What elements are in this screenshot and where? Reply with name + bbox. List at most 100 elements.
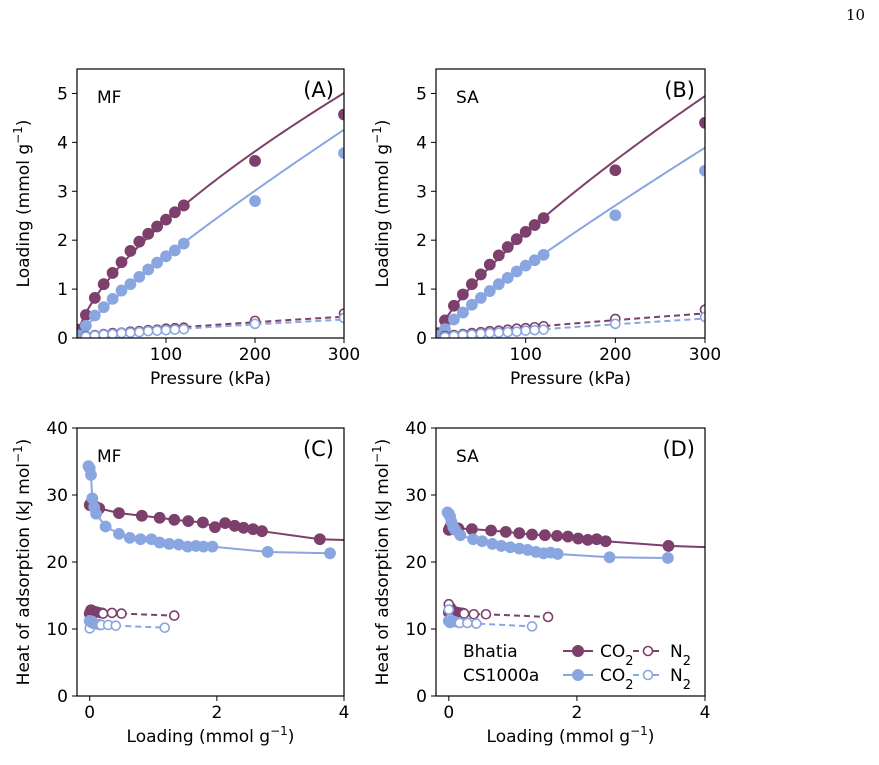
data-point bbox=[538, 529, 551, 542]
data-point bbox=[474, 291, 487, 304]
x-tick-label: 200 bbox=[599, 345, 631, 365]
data-point bbox=[483, 285, 496, 297]
series-4 bbox=[439, 311, 705, 338]
data-point bbox=[562, 530, 574, 543]
data-point bbox=[499, 525, 512, 538]
data-point bbox=[510, 233, 523, 246]
page-number: 10 bbox=[846, 6, 866, 24]
data-point bbox=[484, 327, 496, 338]
data-point bbox=[123, 531, 136, 544]
data-point bbox=[609, 209, 622, 222]
data-point bbox=[528, 219, 541, 231]
y-tick-label: 2 bbox=[57, 231, 68, 251]
data-point bbox=[169, 324, 181, 335]
data-point bbox=[159, 622, 171, 633]
panel-letter: (C) bbox=[303, 437, 334, 461]
data-point bbox=[113, 527, 125, 540]
data-point bbox=[151, 325, 163, 336]
data-point bbox=[160, 250, 172, 263]
data-point bbox=[501, 241, 514, 253]
data-point bbox=[110, 620, 122, 631]
series-1 bbox=[442, 521, 705, 552]
data-point bbox=[456, 288, 469, 301]
data-point bbox=[458, 608, 470, 619]
data-point bbox=[160, 324, 172, 336]
data-point bbox=[338, 147, 344, 160]
data-point bbox=[462, 617, 473, 629]
data-point bbox=[261, 546, 274, 558]
data-point bbox=[456, 306, 469, 319]
y-tick-label: 0 bbox=[416, 329, 427, 349]
plot-area bbox=[436, 95, 705, 338]
data-point bbox=[511, 326, 523, 337]
data-point bbox=[537, 248, 550, 261]
y-tick-label: 30 bbox=[46, 486, 68, 506]
panel-letter: (B) bbox=[664, 78, 695, 102]
data-point bbox=[106, 607, 118, 619]
x-axis-label: Loading (mmol g−1) bbox=[127, 724, 295, 747]
data-point bbox=[475, 328, 487, 338]
data-point bbox=[133, 270, 146, 283]
data-point bbox=[133, 235, 146, 248]
x-tick-label: 4 bbox=[339, 703, 350, 723]
data-point bbox=[492, 278, 505, 291]
data-point bbox=[97, 608, 109, 619]
data-point bbox=[483, 258, 496, 271]
data-point bbox=[168, 513, 181, 526]
data-point bbox=[106, 292, 119, 305]
y-axis-label: Heat of adsorption (kJ mol−1) bbox=[11, 439, 34, 686]
data-point bbox=[520, 325, 531, 336]
x-tick-label: 0 bbox=[84, 703, 95, 723]
legend-group-label: Bhatia bbox=[463, 642, 518, 662]
data-point bbox=[699, 116, 705, 129]
data-point bbox=[116, 327, 127, 338]
data-point bbox=[448, 330, 460, 338]
data-point bbox=[124, 245, 137, 257]
data-point bbox=[443, 604, 455, 615]
legend-group-label: CS1000a bbox=[463, 666, 539, 686]
series-4 bbox=[86, 604, 180, 621]
y-tick-label: 10 bbox=[46, 620, 68, 640]
data-point bbox=[609, 164, 622, 177]
data-point bbox=[465, 298, 478, 311]
data-point bbox=[177, 237, 190, 250]
data-point bbox=[699, 164, 705, 177]
data-point bbox=[454, 529, 467, 542]
legend-co2-label: CO2 bbox=[600, 642, 634, 669]
data-point bbox=[537, 212, 550, 225]
data-point bbox=[542, 611, 554, 623]
data-point bbox=[526, 528, 538, 541]
x-tick-label: 4 bbox=[700, 703, 711, 723]
data-point bbox=[168, 610, 180, 621]
data-point bbox=[448, 299, 460, 312]
y-tick-label: 4 bbox=[57, 133, 68, 153]
series-2 bbox=[77, 128, 344, 338]
data-point bbox=[89, 330, 101, 338]
y-tick-label: 1 bbox=[416, 280, 427, 300]
data-point bbox=[572, 532, 585, 545]
data-point bbox=[439, 331, 451, 338]
data-point bbox=[80, 319, 92, 332]
series-1 bbox=[436, 95, 705, 338]
data-point bbox=[256, 525, 268, 538]
data-point bbox=[80, 331, 92, 338]
data-point bbox=[480, 608, 492, 620]
y-tick-label: 0 bbox=[57, 687, 68, 707]
data-point bbox=[538, 324, 549, 335]
panel-tag: MF bbox=[97, 447, 121, 467]
series-2 bbox=[436, 146, 705, 338]
data-point bbox=[474, 268, 487, 281]
data-point bbox=[124, 278, 137, 291]
data-point bbox=[142, 325, 154, 337]
data-point bbox=[142, 227, 155, 240]
data-point bbox=[485, 524, 497, 537]
data-point bbox=[168, 206, 181, 219]
data-point bbox=[599, 535, 612, 548]
x-axis-label: Pressure (kPa) bbox=[150, 369, 271, 389]
y-axis-label: Loading (mmol g−1) bbox=[11, 120, 34, 288]
legend: Bhatia CO2 N2 CS1000a CO2 N2 bbox=[463, 642, 691, 693]
plot-area bbox=[82, 460, 344, 634]
panel-tag: SA bbox=[456, 447, 479, 467]
